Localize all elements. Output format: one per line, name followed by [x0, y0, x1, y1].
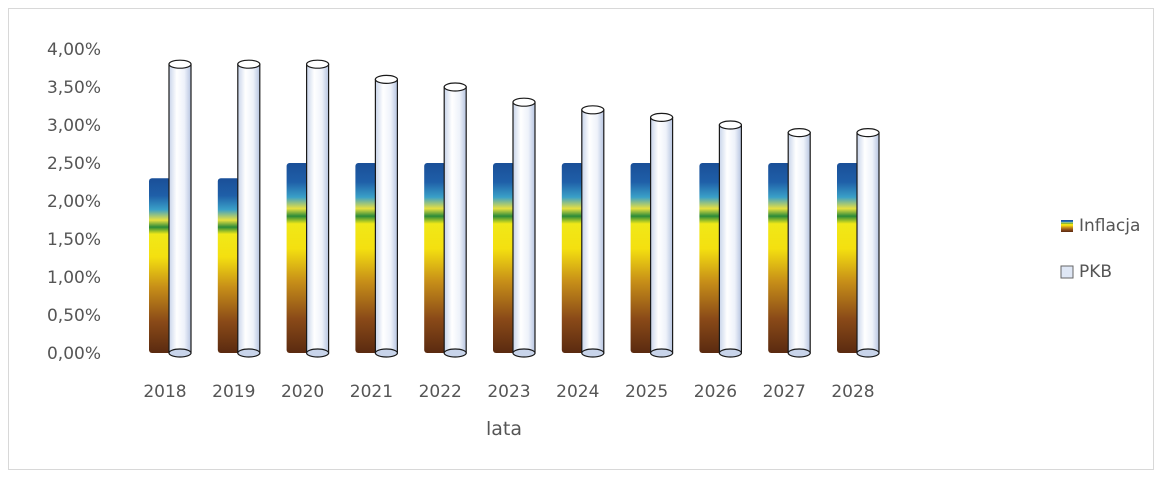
y-axis: 0,00% 0,50% 1,00% 1,50% 2,00% 2,50% 3,00% 3,50%…: [47, 40, 101, 364]
bar-pkb-base: [168, 348, 192, 358]
bar-pkb: [512, 101, 536, 354]
y-tick-label: 3,50%: [47, 78, 101, 98]
bar-pkb: [374, 78, 398, 354]
bar-pkb: [168, 63, 192, 354]
y-tick-label: 1,00%: [47, 268, 101, 288]
bar-inflacja: [424, 163, 447, 353]
bar-pkb-cap: [856, 127, 880, 138]
bar-pkb: [787, 131, 811, 354]
bar-pkb-base: [237, 348, 261, 358]
legend-label-pkb: PKB: [1079, 262, 1112, 282]
y-tick-label: 2,50%: [47, 154, 101, 174]
x-tick-label: 2026: [694, 382, 737, 402]
bar-pkb-base: [649, 348, 674, 358]
bar-pkb-cap: [581, 105, 605, 115]
bar-pkb: [718, 124, 743, 354]
bar-pkb: [443, 86, 467, 354]
legend-swatch-pkb: [1060, 265, 1074, 279]
x-tick-label: 2025: [625, 382, 668, 402]
bar-pkb: [649, 116, 674, 354]
bar-inflacja: [149, 178, 171, 353]
x-tick-label: 2022: [419, 382, 462, 402]
bar-pkb-cap: [512, 97, 536, 107]
bar-inflacja: [630, 163, 653, 353]
y-tick-label: 0,50%: [47, 306, 101, 326]
chart-frame: 0,00% 0,50% 1,00% 1,50% 2,00% 2,50% 3,00% 3,50%…: [8, 8, 1154, 470]
bar-inflacja: [837, 163, 859, 353]
x-tick-label: 2021: [350, 382, 393, 402]
x-tick-label: 2020: [281, 382, 324, 402]
legend-label-inflacja: Inflacja: [1079, 216, 1140, 236]
legend: Inflacja PKB: [1060, 216, 1140, 282]
y-tick-label: 4,00%: [47, 40, 101, 60]
bar-pkb-base: [374, 348, 398, 358]
x-axis-title: lata: [486, 418, 522, 440]
bar-inflacja: [286, 163, 309, 353]
bar-inflacja: [355, 163, 378, 353]
bar-inflacja: [699, 163, 722, 353]
bar-pkb: [237, 63, 261, 354]
bar-pkb-cap: [718, 120, 743, 130]
y-tick-label: 0,00%: [47, 344, 101, 364]
bar-pkb-base: [443, 348, 467, 358]
bar-inflacja: [768, 163, 791, 353]
bar-pkb-cap: [168, 59, 192, 69]
bar-pkb-cap: [787, 127, 811, 138]
x-tick-label: 2027: [763, 382, 806, 402]
bar-inflacja: [217, 178, 240, 353]
bar-pkb-cap: [306, 59, 330, 69]
y-tick-label: 3,00%: [47, 116, 101, 136]
bar-pkb-base: [856, 348, 880, 358]
chart-svg: 0,00% 0,50% 1,00% 1,50% 2,00% 2,50% 3,00% 3,50%…: [47, 40, 1140, 440]
bars: [149, 59, 880, 358]
x-tick-label: 2018: [143, 382, 186, 402]
bar-pkb-base: [787, 348, 811, 358]
bar-pkb-base: [718, 348, 743, 358]
bar-inflacja: [561, 163, 584, 353]
bar-pkb-cap: [237, 59, 261, 69]
y-tick-label: 2,00%: [47, 192, 101, 212]
bar-pkb-base: [581, 348, 605, 358]
x-tick-label: 2023: [487, 382, 530, 402]
x-tick-label: 2019: [212, 382, 255, 402]
bar-pkb: [306, 63, 330, 354]
x-axis: 2018 2019 2020 2021 2022 2023 2024 2025 2026 2027…: [143, 382, 874, 402]
legend-swatch-inflacja: [1061, 220, 1073, 232]
bar-pkb-cap: [649, 112, 674, 123]
y-tick-label: 1,50%: [47, 230, 101, 250]
x-tick-label: 2024: [556, 382, 599, 402]
bar-pkb-base: [306, 348, 330, 358]
bar-pkb-cap: [374, 74, 398, 85]
bar-inflacja: [493, 163, 515, 353]
x-tick-label: 2028: [831, 382, 874, 402]
bar-pkb-cap: [443, 82, 467, 92]
bar-pkb-base: [512, 348, 536, 358]
bar-pkb: [581, 109, 605, 354]
bar-pkb: [856, 131, 880, 354]
